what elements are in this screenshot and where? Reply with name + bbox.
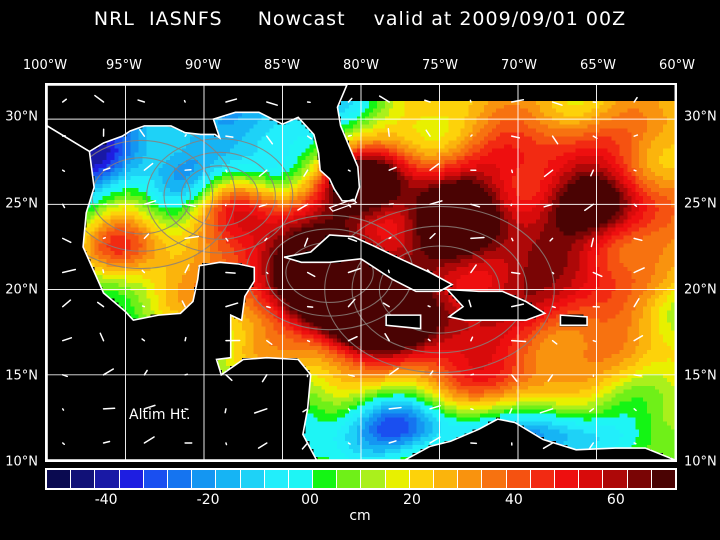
- colorbar-cell-5: [167, 470, 193, 488]
- colorbar-cell-3: [119, 470, 144, 488]
- colorbar-tick-2: 00: [301, 492, 319, 508]
- colorbar-cell-0: [47, 470, 72, 488]
- colorbar-cell-17: [458, 470, 483, 488]
- lat-tick-right-3: 15°N: [684, 368, 717, 384]
- colorbar-cell-2: [95, 470, 120, 488]
- colorbar-cell-10: [288, 470, 314, 488]
- lon-tick-5: 75°W: [422, 58, 458, 73]
- lon-tick-4: 80°W: [343, 58, 379, 73]
- colorbar-cell-23: [603, 470, 628, 488]
- lat-tick-right-4: 10°N: [684, 454, 717, 470]
- lat-tick-left-2: 20°N: [5, 282, 38, 298]
- lon-tick-3: 85°W: [264, 58, 300, 73]
- colorbar-tick-1: -20: [196, 492, 220, 508]
- colorbar-cell-14: [385, 470, 410, 488]
- colorbar-cell-15: [409, 470, 434, 488]
- colorbar-cell-12: [337, 470, 362, 488]
- colorbar-cell-9: [264, 470, 289, 488]
- lat-tick-left-3: 15°N: [5, 368, 38, 384]
- colorbar-cell-19: [506, 470, 531, 488]
- lat-tick-left-0: 30°N: [5, 109, 38, 125]
- lon-tick-7: 65°W: [580, 58, 616, 73]
- colorbar-tick-5: 60: [606, 492, 625, 508]
- map-plot-area[interactable]: Altim Ht.: [45, 83, 677, 462]
- lat-tick-right-0: 30°N: [684, 109, 717, 125]
- colorbar-unit-label: cm: [349, 508, 371, 524]
- lat-tick-right-2: 20°N: [684, 282, 717, 298]
- colorbar-cell-1: [71, 470, 96, 488]
- lat-tick-right-1: 25°N: [684, 196, 717, 212]
- colorbar-tick-4: 40: [504, 492, 523, 508]
- field-annotation: Altim Ht.: [129, 407, 191, 423]
- colorbar[interactable]: [45, 468, 677, 490]
- map-canvas: [47, 85, 675, 460]
- figure-title: NRL IASNFS Nowcast valid at 2009/09/01 0…: [93, 8, 627, 30]
- map-clip: [47, 85, 675, 460]
- lon-tick-8: 60°W: [659, 58, 695, 73]
- colorbar-cell-6: [192, 470, 217, 488]
- colorbar-cell-25: [651, 470, 675, 488]
- lon-tick-6: 70°W: [501, 58, 537, 73]
- colorbar-cell-22: [579, 470, 604, 488]
- colorbar-cell-18: [482, 470, 507, 488]
- colorbar-cell-13: [361, 470, 386, 488]
- colorbar-cell-24: [627, 470, 652, 488]
- lon-tick-0: 100°W: [22, 58, 68, 73]
- lat-tick-left-4: 10°N: [5, 454, 38, 470]
- lon-tick-1: 95°W: [106, 58, 142, 73]
- lon-tick-2: 90°W: [185, 58, 221, 73]
- colorbar-tick-0: -40: [94, 492, 118, 508]
- colorbar-cell-8: [240, 470, 265, 488]
- colorbar-tick-3: 20: [403, 492, 421, 508]
- colorbar-cell-21: [554, 470, 580, 488]
- colorbar-cell-11: [313, 470, 338, 488]
- colorbar-cell-20: [530, 470, 555, 488]
- colorbar-cell-7: [216, 470, 241, 488]
- colorbar-cell-4: [143, 470, 168, 488]
- lat-tick-left-1: 25°N: [5, 196, 38, 212]
- colorbar-cell-16: [434, 470, 459, 488]
